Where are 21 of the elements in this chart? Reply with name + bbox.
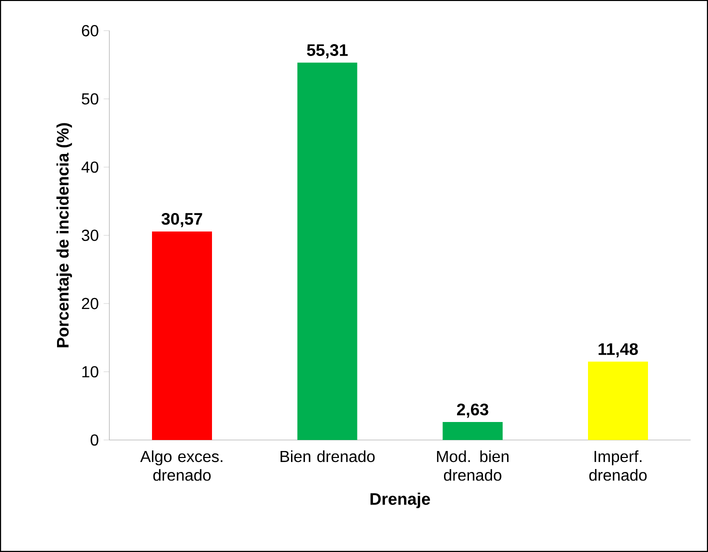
x-tick-label: Algo exces. drenado [140,450,222,481]
data-label: 11,48 [598,343,638,358]
data-label: 30,57 [162,212,202,228]
y-tick-label: 0 [90,434,98,446]
y-axis-title: Porcentaje de incidencia (%) [56,123,72,348]
y-tick-label: 10 [82,366,98,378]
bar [442,422,503,440]
y-tick-label: 50 [82,93,98,105]
bar [297,62,358,440]
data-label: 55,31 [307,44,348,58]
y-tick-label: 30 [82,230,98,241]
bar [588,362,648,440]
data-label: 2,63 [457,404,488,418]
x-tick-label: Bien drenado [280,450,375,462]
y-tick-label: 20 [82,298,98,310]
x-axis-title: Drenaje [370,492,430,508]
y-tick-label: 40 [82,161,98,173]
x-tick-label: Imperf. drenado [589,450,647,481]
bar [152,231,212,440]
y-tick-label: 60 [82,25,98,36]
x-tick-label: Mod. bien drenado [437,450,509,481]
